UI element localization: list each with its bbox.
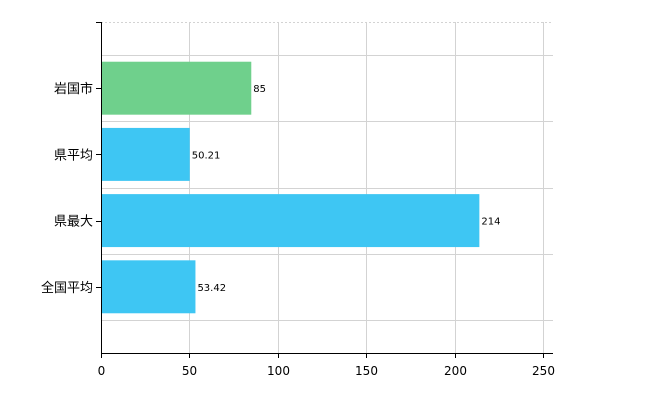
bars (102, 61, 480, 314)
bar (102, 260, 196, 314)
data-label: 53.42 (197, 283, 226, 294)
category-label: 県最大 (54, 215, 93, 230)
x-tick-label: 150 (355, 364, 378, 378)
category-label: 県平均 (54, 148, 93, 163)
x-tick-label: 200 (444, 364, 467, 378)
bar (102, 194, 480, 248)
data-label: 85 (253, 84, 266, 95)
labels: 0 50 100 150 200 250 岩国市 85 県平均 50.21 県最大 214 全国平均 53… (41, 81, 555, 378)
x-tick-label: 250 (532, 364, 555, 378)
bar (102, 61, 252, 115)
category-label: 全国平均 (41, 280, 93, 296)
grid-lines (101, 22, 553, 353)
x-tick-label: 0 (98, 364, 106, 378)
x-tick-label: 50 (182, 364, 197, 378)
data-label: 214 (481, 217, 500, 228)
x-tick-label: 100 (267, 364, 290, 378)
bar (102, 127, 190, 181)
data-label: 50.21 (192, 150, 221, 161)
axes (96, 22, 553, 358)
category-label: 岩国市 (54, 81, 93, 97)
